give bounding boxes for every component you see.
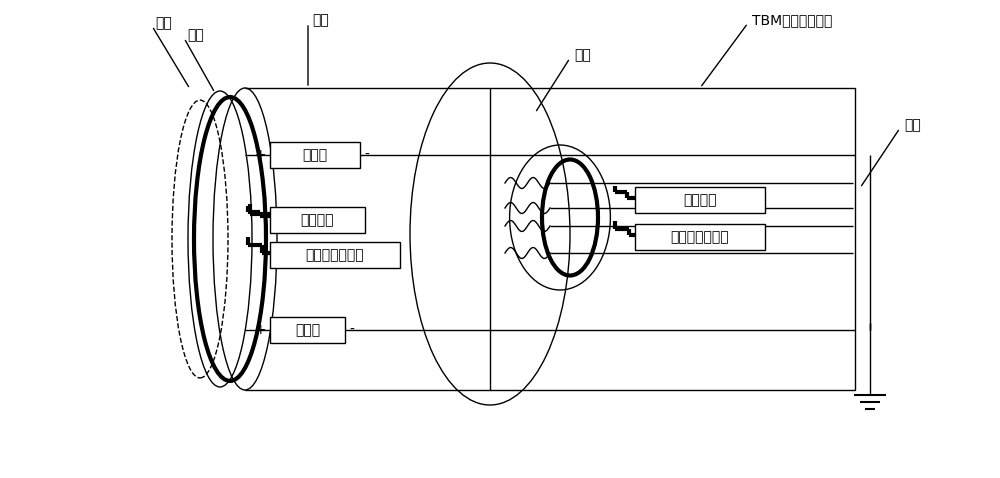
Text: 刀盘: 刀盘 bbox=[155, 16, 172, 30]
Bar bbox=[270, 317, 345, 343]
Bar bbox=[490, 88, 855, 390]
Bar bbox=[635, 187, 765, 213]
Bar bbox=[270, 142, 360, 168]
Text: 锤杆: 锤杆 bbox=[904, 118, 921, 132]
Text: 光纤电流传感器: 光纤电流传感器 bbox=[306, 248, 364, 262]
Text: 护盾: 护盾 bbox=[312, 13, 329, 27]
Text: 激光光源: 激光光源 bbox=[683, 193, 717, 207]
Bar bbox=[270, 207, 365, 233]
Text: -: - bbox=[349, 323, 354, 337]
Text: -: - bbox=[364, 148, 369, 162]
Text: +: + bbox=[254, 148, 266, 162]
Bar bbox=[270, 242, 400, 268]
Text: 恒流源: 恒流源 bbox=[295, 323, 320, 337]
Text: 激光光源: 激光光源 bbox=[301, 213, 334, 227]
Text: +: + bbox=[254, 323, 266, 337]
Text: 电压表: 电压表 bbox=[302, 148, 328, 162]
Text: 光纤: 光纤 bbox=[187, 28, 204, 42]
Text: 光纤电流传感器: 光纤电流传感器 bbox=[671, 230, 729, 244]
Bar bbox=[635, 224, 765, 250]
Text: 光纤: 光纤 bbox=[574, 48, 591, 62]
Text: TBM后方保障设备: TBM后方保障设备 bbox=[752, 13, 832, 27]
